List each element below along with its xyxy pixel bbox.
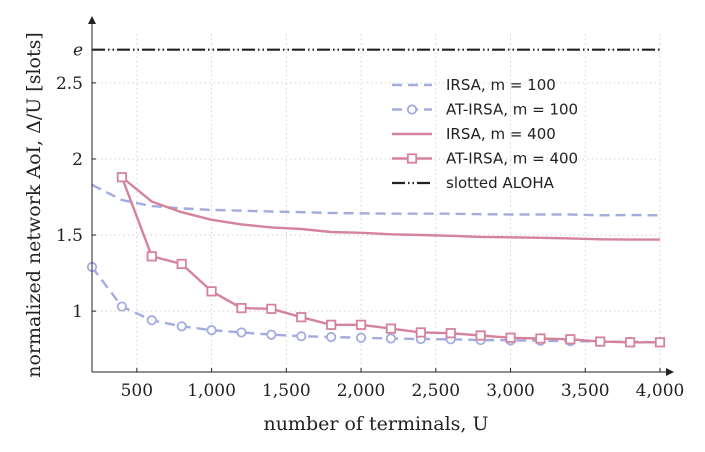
- data-point: [296, 312, 307, 323]
- data-point: [326, 319, 337, 330]
- legend-label: AT-IRSA, m = 100: [446, 101, 578, 119]
- y-tick-label: e: [73, 41, 83, 61]
- grid: [92, 34, 661, 372]
- x-tick-label: 500: [121, 381, 153, 401]
- legend-item: IRSA, m = 400: [392, 125, 556, 143]
- legend-item: slotted ALOHA: [392, 174, 555, 192]
- legend-label: AT-IRSA, m = 400: [446, 150, 578, 168]
- data-point: [296, 331, 307, 342]
- legend: IRSA, m = 100 AT-IRSA, m = 100 IRSA, m = 4…: [392, 76, 578, 192]
- x-tick-label: 2,500: [411, 381, 460, 401]
- data-point: [475, 330, 486, 341]
- x-tick-label: 4,000: [636, 381, 685, 401]
- series-line: [91, 266, 661, 344]
- data-point: [445, 328, 456, 339]
- data-point: [116, 172, 127, 183]
- x-tick-label: 1,500: [262, 381, 311, 401]
- y-tick-label: 1: [72, 302, 83, 322]
- x-tick-label: 1,000: [187, 381, 236, 401]
- y-tick-label: 1.5: [56, 226, 83, 246]
- data-point: [385, 323, 397, 334]
- legend-item: AT-IRSA, m = 400: [392, 150, 578, 168]
- data-point: [415, 327, 426, 338]
- data-point: [355, 332, 367, 343]
- legend-label: slotted ALOHA: [446, 174, 555, 192]
- x-axis-arrow: [666, 368, 674, 376]
- x-axis-label: number of terminals, U: [263, 413, 488, 435]
- series-at-irsa-m-100: [86, 261, 666, 348]
- data-point: [266, 303, 277, 314]
- y-axis-arrow: [88, 16, 96, 24]
- series-layer: [86, 48, 666, 348]
- legend-label: IRSA, m = 100: [446, 76, 556, 94]
- series-line: [120, 176, 660, 344]
- y-tick-label: 2.5: [56, 74, 83, 94]
- series-line: [121, 176, 660, 241]
- data-point: [654, 337, 666, 348]
- series-irsa-m-400: [121, 176, 660, 241]
- data-point: [266, 329, 277, 340]
- legend-item: AT-IRSA, m = 100: [392, 101, 578, 119]
- x-tick-label: 3,000: [486, 381, 535, 401]
- series-irsa-m-100: [91, 183, 661, 217]
- axes: [88, 16, 674, 376]
- y-axis-label: normalized network AoI, Δ/U [slots]: [23, 32, 45, 378]
- series-at-irsa-m-400: [116, 172, 666, 348]
- data-point: [206, 325, 217, 336]
- legend-label: IRSA, m = 400: [446, 125, 556, 143]
- data-point: [355, 319, 367, 330]
- data-point: [236, 327, 247, 338]
- data-point: [176, 321, 187, 332]
- data-point: [385, 333, 397, 344]
- ticks: 500 1,000 1,500 2,000 2,500 3,000 3,500 4,000 1 1…: [56, 41, 684, 401]
- data-point: [535, 333, 546, 344]
- data-point: [146, 315, 157, 326]
- x-tick-label: 3,500: [561, 381, 610, 401]
- x-tick-label: 2,000: [337, 381, 386, 401]
- data-point: [176, 258, 187, 270]
- y-tick-label: 2: [72, 150, 83, 170]
- legend-item: IRSA, m = 100: [392, 76, 556, 94]
- data-point: [595, 336, 606, 347]
- legend-marker: [406, 104, 418, 115]
- data-point: [565, 334, 576, 345]
- legend-marker: [406, 153, 418, 164]
- data-point: [505, 332, 516, 343]
- data-point: [236, 302, 247, 314]
- data-point: [146, 251, 157, 262]
- data-point: [326, 331, 337, 343]
- data-point: [206, 286, 217, 297]
- data-point: [625, 337, 636, 348]
- data-point: [116, 301, 127, 312]
- series-line: [91, 183, 661, 217]
